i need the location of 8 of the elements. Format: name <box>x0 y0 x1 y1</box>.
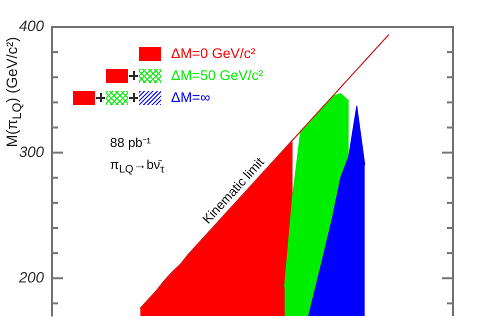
y-tick-label: 300 <box>18 144 45 161</box>
legend-label: ΔM=0 GeV/c² <box>171 45 256 61</box>
y-tick-label: 400 <box>18 18 45 36</box>
legend-label: ΔM=∞ <box>171 89 210 105</box>
annotation: π$_{LQ}$→bν̄$_{τ}$ <box>110 157 164 176</box>
legend-label: ΔM=50 GeV/c² <box>171 67 264 83</box>
y-tick-label: 200 <box>18 269 45 286</box>
annotation: 88 pb⁻¹ <box>110 134 151 151</box>
